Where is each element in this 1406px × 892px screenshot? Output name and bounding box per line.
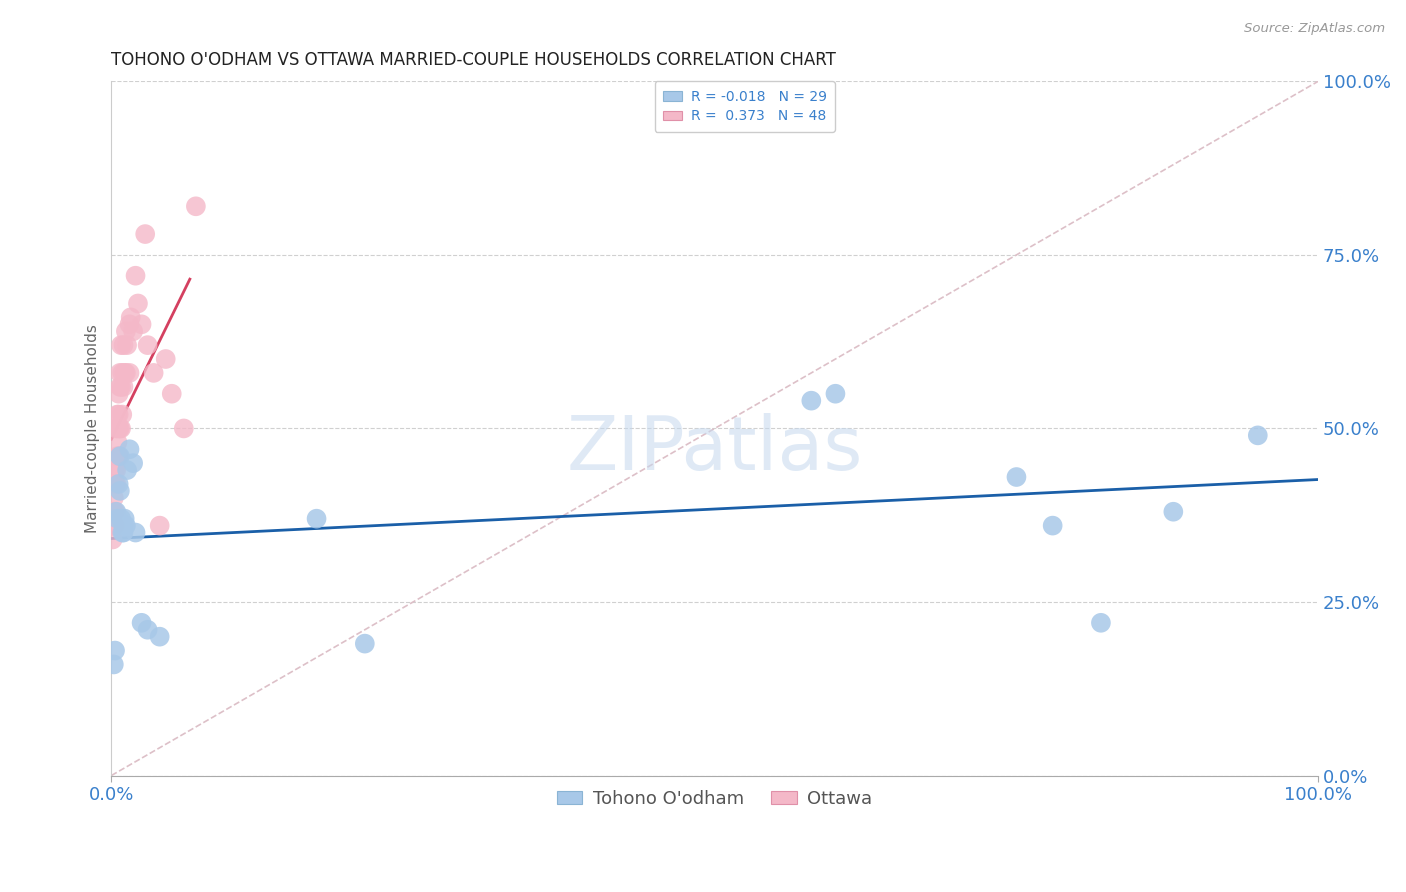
Point [118, 366, 141, 380]
Point [115, 463, 138, 477]
Point [105, 477, 128, 491]
Point [107, 435, 129, 450]
Point [124, 268, 146, 283]
Point [110, 511, 132, 525]
Point [184, 199, 207, 213]
Point [107, 386, 129, 401]
Point [105, 463, 128, 477]
Point [104, 505, 127, 519]
Point [114, 366, 136, 380]
Point [142, 366, 165, 380]
Point [1042, 518, 1064, 533]
Point [111, 366, 134, 380]
Point [149, 518, 172, 533]
Point [1163, 505, 1185, 519]
Point [160, 386, 183, 401]
Point [103, 505, 125, 519]
Point [114, 511, 136, 525]
Point [115, 338, 138, 352]
Point [824, 386, 846, 401]
Legend: Tohono O'odham, Ottawa: Tohono O'odham, Ottawa [550, 782, 880, 815]
Point [1247, 428, 1270, 442]
Point [107, 408, 129, 422]
Point [115, 366, 138, 380]
Point [118, 442, 141, 457]
Point [122, 456, 145, 470]
Point [111, 525, 134, 540]
Point [112, 380, 135, 394]
Point [134, 227, 156, 241]
Point [155, 351, 177, 366]
Point [105, 421, 128, 435]
Point [127, 296, 149, 310]
Point [107, 408, 129, 422]
Point [136, 338, 159, 352]
Point [131, 318, 153, 332]
Point [108, 421, 131, 435]
Point [108, 449, 131, 463]
Point [112, 518, 135, 533]
Point [103, 491, 125, 505]
Point [108, 380, 131, 394]
Point [104, 643, 127, 657]
Point [107, 421, 129, 435]
Point [105, 505, 128, 519]
Point [136, 623, 159, 637]
Point [122, 324, 145, 338]
Point [1090, 615, 1112, 630]
Point [103, 518, 125, 533]
Point [104, 477, 127, 491]
Text: Source: ZipAtlas.com: Source: ZipAtlas.com [1244, 22, 1385, 36]
Point [120, 310, 142, 325]
Point [1005, 470, 1028, 484]
Point [104, 463, 127, 477]
Point [111, 408, 134, 422]
Point [107, 449, 129, 463]
Point [115, 518, 138, 533]
Point [103, 657, 125, 672]
Y-axis label: Married-couple Households: Married-couple Households [86, 324, 100, 533]
Point [115, 324, 138, 338]
Point [149, 630, 172, 644]
Point [131, 615, 153, 630]
Point [107, 511, 129, 525]
Point [108, 366, 131, 380]
Point [101, 533, 124, 547]
Point [112, 338, 135, 352]
Point [118, 318, 141, 332]
Point [108, 483, 131, 498]
Point [107, 477, 129, 491]
Point [173, 421, 195, 435]
Point [353, 637, 375, 651]
Point [107, 449, 129, 463]
Point [800, 393, 823, 408]
Point [124, 525, 146, 540]
Text: TOHONO O'ODHAM VS OTTAWA MARRIED-COUPLE HOUSEHOLDS CORRELATION CHART: TOHONO O'ODHAM VS OTTAWA MARRIED-COUPLE … [111, 51, 837, 69]
Point [104, 518, 127, 533]
Point [305, 511, 328, 525]
Point [110, 338, 132, 352]
Point [112, 525, 135, 540]
Point [110, 380, 132, 394]
Point [110, 421, 132, 435]
Text: ZIPatlas: ZIPatlas [567, 413, 863, 486]
Point [101, 518, 124, 533]
